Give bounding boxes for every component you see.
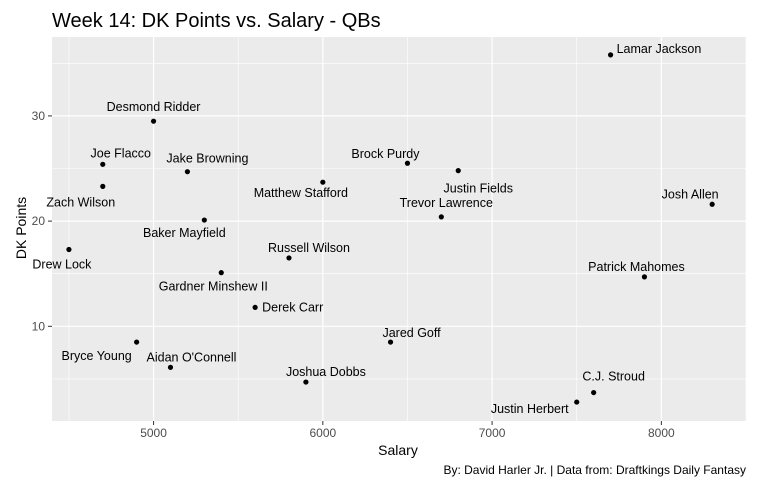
data-point bbox=[286, 255, 292, 261]
data-points bbox=[66, 52, 715, 405]
point-label: Derek Carr bbox=[262, 300, 323, 314]
data-point bbox=[252, 304, 258, 310]
chart-title: Week 14: DK Points vs. Salary - QBs bbox=[52, 10, 381, 32]
x-tick-label: 5000 bbox=[140, 426, 167, 440]
x-tick-label: 6000 bbox=[309, 426, 336, 440]
point-label: Drew Lock bbox=[32, 258, 92, 272]
x-axis: 5000 6000 7000 8000 bbox=[140, 421, 675, 440]
point-label: Jared Goff bbox=[382, 326, 441, 340]
point-label: C.J. Stroud bbox=[582, 370, 645, 384]
chart-caption: By: David Harler Jr. | Data from: Draftk… bbox=[443, 463, 746, 477]
data-point bbox=[134, 339, 140, 345]
point-label: Brock Purdy bbox=[351, 147, 420, 161]
point-label: Joe Flacco bbox=[91, 146, 151, 160]
data-point bbox=[167, 364, 174, 370]
point-label: Josh Allen bbox=[662, 187, 719, 201]
y-tick-label: 10 bbox=[32, 319, 46, 333]
grid-lines bbox=[52, 37, 747, 421]
point-label: Bryce Young bbox=[62, 349, 132, 363]
point-label: Lamar Jackson bbox=[617, 42, 702, 56]
point-label: Matthew Stafford bbox=[254, 186, 348, 200]
data-point bbox=[607, 52, 614, 58]
y-tick-label: 30 bbox=[32, 109, 46, 123]
point-label: Jake Browning bbox=[166, 152, 248, 166]
plot-panel bbox=[52, 37, 746, 421]
data-point bbox=[591, 389, 597, 396]
data-point bbox=[201, 217, 207, 223]
data-point bbox=[320, 179, 326, 185]
point-label: Zach Wilson bbox=[46, 195, 115, 209]
point-label: Aidan O'Connell bbox=[147, 350, 237, 364]
data-point bbox=[150, 118, 157, 124]
data-point bbox=[404, 160, 411, 166]
point-label: Baker Mayfield bbox=[143, 226, 226, 240]
data-point bbox=[100, 161, 106, 167]
data-point bbox=[709, 201, 715, 207]
data-point bbox=[218, 270, 224, 276]
point-label: Russell Wilson bbox=[268, 241, 350, 255]
x-axis-title: Salary bbox=[378, 442, 418, 458]
data-point bbox=[184, 169, 191, 175]
data-point bbox=[387, 339, 394, 345]
data-point bbox=[455, 168, 461, 174]
y-tick-label: 20 bbox=[32, 214, 46, 228]
point-labels: Lamar Jackson Desmond Ridder Joe Flacco Jak… bbox=[32, 42, 718, 416]
x-tick-label: 8000 bbox=[648, 426, 675, 440]
point-label: Desmond Ridder bbox=[107, 100, 201, 114]
data-point bbox=[66, 246, 72, 253]
y-axis-title: DK Points bbox=[13, 197, 29, 259]
point-label: Trevor Lawrence bbox=[400, 196, 493, 210]
data-point bbox=[100, 183, 106, 189]
point-label: Patrick Mahomes bbox=[588, 260, 685, 274]
y-axis: 10 20 30 bbox=[32, 109, 52, 333]
point-label: Joshua Dobbs bbox=[286, 365, 366, 379]
point-label: Justin Fields bbox=[444, 182, 513, 196]
point-label: Gardner Minshew II bbox=[159, 280, 268, 294]
data-point bbox=[574, 399, 580, 405]
x-tick-label: 7000 bbox=[479, 426, 506, 440]
data-point bbox=[641, 274, 648, 280]
point-label: Justin Herbert bbox=[491, 402, 569, 416]
data-point bbox=[303, 379, 309, 385]
data-point bbox=[438, 214, 444, 220]
